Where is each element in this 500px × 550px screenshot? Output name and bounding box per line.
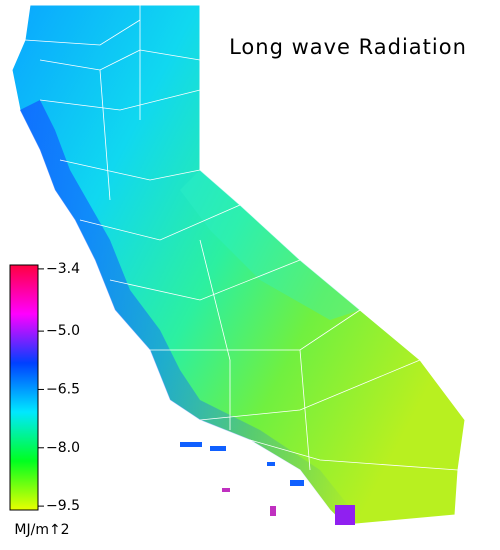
- island: [210, 446, 226, 451]
- islands: [180, 442, 355, 525]
- map-title: Long wave Radiation: [229, 35, 467, 59]
- colorbar-tick-label: −3.4: [46, 261, 80, 277]
- colorbar-tick-label: −5.0: [46, 323, 80, 339]
- county-lines: [24, 5, 459, 471]
- colorbar: −3.4 −5.0 −6.5 −8.0 −9.5: [9, 261, 80, 514]
- island: [335, 505, 355, 525]
- island: [180, 442, 202, 447]
- unit-label: MJ/m↑2: [14, 522, 69, 538]
- colorbar-tick-label: −9.5: [46, 498, 80, 514]
- county-line: [39, 49, 201, 71]
- island: [270, 506, 276, 516]
- colorbar-tick-label: −6.5: [46, 381, 80, 397]
- island: [267, 462, 275, 466]
- island: [222, 488, 230, 492]
- colorbar-tick-label: −8.0: [46, 440, 80, 456]
- california: [11, 4, 466, 526]
- coastal-band: [20, 100, 360, 525]
- colorbar-ramp: [9, 264, 39, 511]
- island: [290, 480, 304, 486]
- mountain-band: [180, 170, 360, 320]
